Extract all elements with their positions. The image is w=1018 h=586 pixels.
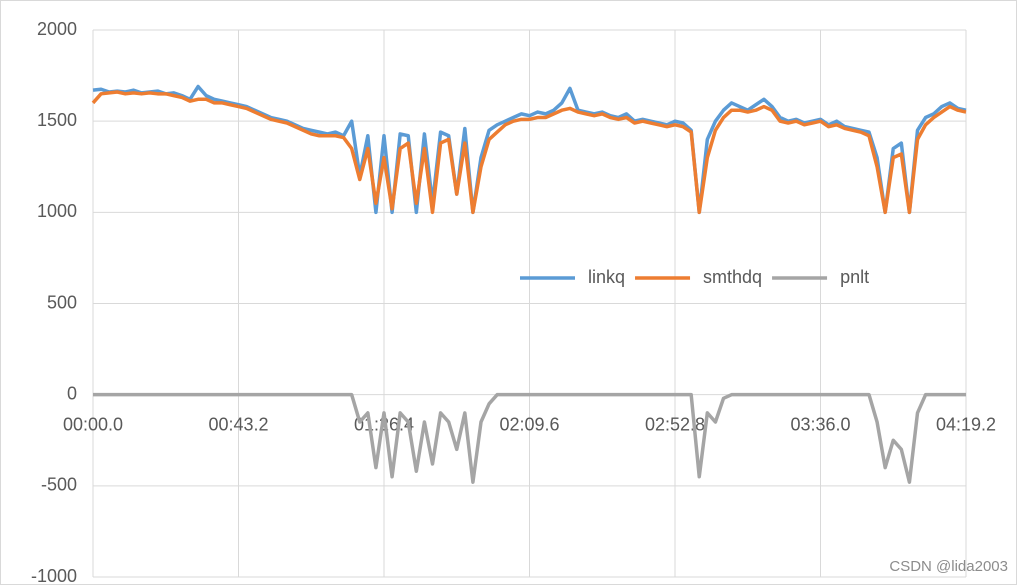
series-line	[91, 90, 967, 215]
legend-label: linkq	[588, 267, 625, 287]
x-tick-label: 00:00.0	[63, 414, 123, 434]
lines	[91, 84, 967, 484]
y-tick-label: 0	[67, 383, 77, 403]
x-tick-label: 00:43.2	[208, 414, 268, 434]
x-tick-label: 02:09.6	[499, 414, 559, 434]
legend-label: smthdq	[703, 267, 762, 287]
y-tick-label: 2000	[37, 19, 77, 39]
legend: linkq smthdq pnlt	[520, 267, 869, 287]
y-tick-label: -1000	[31, 566, 77, 586]
legend-label: pnlt	[840, 267, 869, 287]
x-tick-label: 03:36.0	[790, 414, 850, 434]
watermark: CSDN @lida2003	[889, 558, 1008, 575]
y-tick-label: 500	[47, 292, 77, 312]
x-tick-label: 02:52.8	[645, 414, 705, 434]
y-tick-label: -500	[41, 475, 77, 495]
series-line	[93, 392, 966, 484]
y-tick-label: 1000	[37, 201, 77, 221]
series-line	[92, 84, 967, 215]
y-tick-label: 1500	[37, 110, 77, 130]
x-tick-label: 04:19.2	[936, 414, 996, 434]
